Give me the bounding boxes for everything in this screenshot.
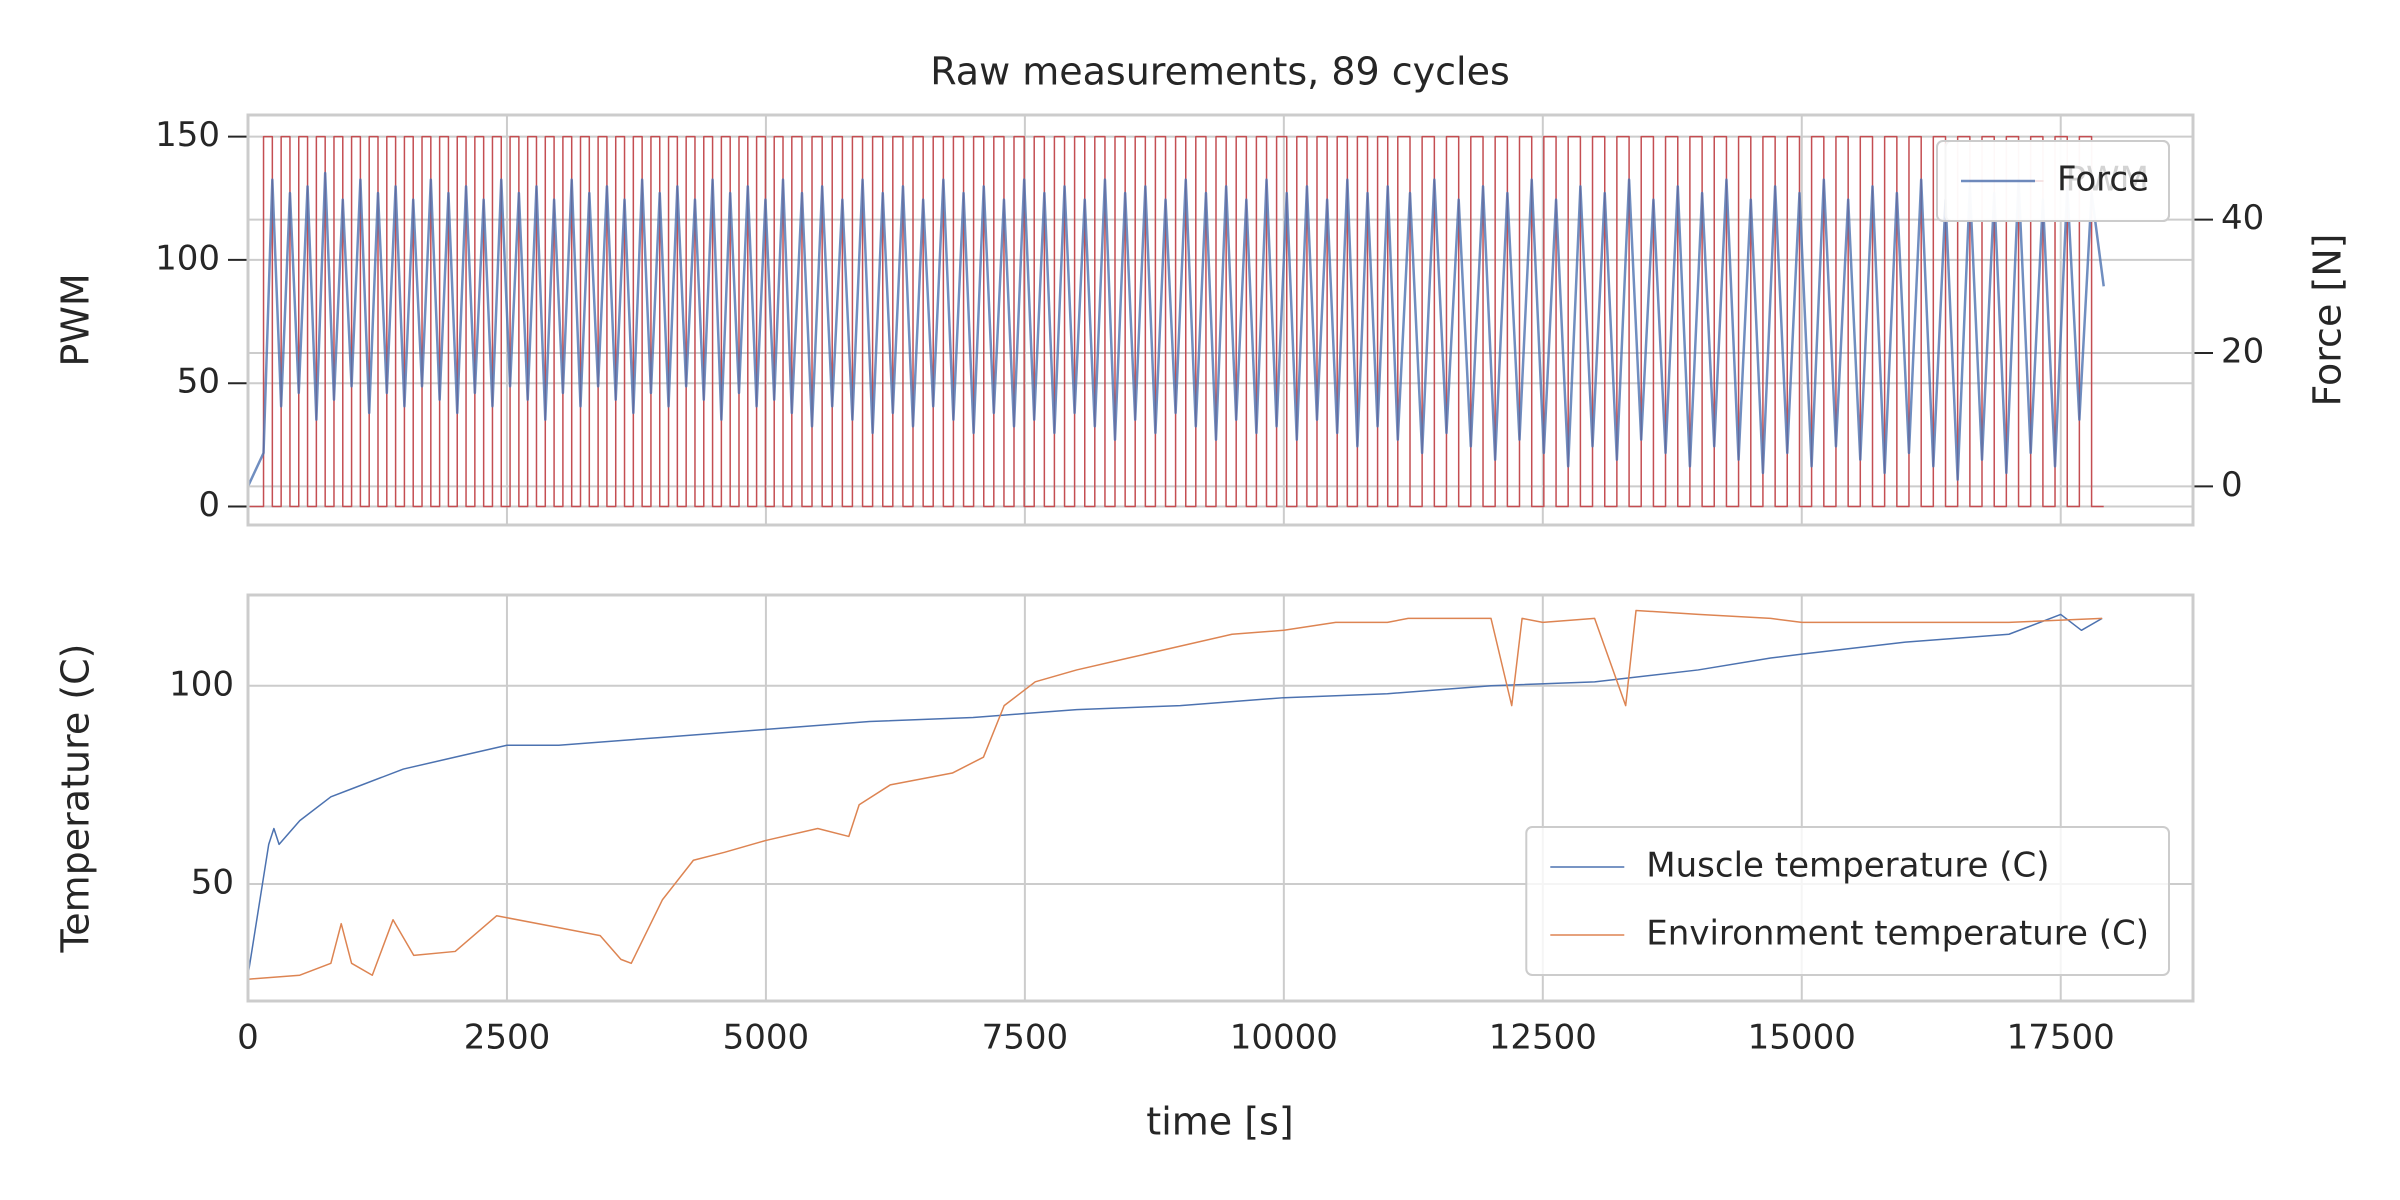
legend-label: Environment temperature (C) <box>1646 914 2149 954</box>
axes-frame <box>246 593 2195 1003</box>
legend: Force <box>1936 140 2170 222</box>
y-tick-label: 50 <box>191 863 234 903</box>
x-tick-label: 2500 <box>464 1018 551 1058</box>
x-tick-label: 7500 <box>982 1018 1069 1058</box>
y-tick-label: 50 <box>177 362 220 402</box>
y-tick-label: 100 <box>169 664 234 704</box>
axes: 0 50 100 150 0 20 40 <box>155 113 2264 527</box>
x-tick-label: 12500 <box>1489 1018 1597 1058</box>
data-line <box>248 135 2104 508</box>
axes-frame <box>246 113 2195 527</box>
legend-box <box>1525 826 2170 976</box>
legend: Muscle temperature (C) Environment temper… <box>1525 826 2170 976</box>
y-tick-label: 150 <box>155 115 220 155</box>
legend-label: Muscle temperature (C) <box>1646 846 2049 886</box>
chart-title: Raw measurements, 89 cycles <box>930 50 1510 94</box>
x-tick-label: 5000 <box>723 1018 810 1058</box>
data-line <box>248 171 2105 487</box>
y-axis-label: Temperature (C) <box>54 644 98 954</box>
data-line <box>248 609 2103 980</box>
x-axis-label: time [s] <box>1146 1100 1293 1144</box>
legend-box <box>1936 140 2170 222</box>
y-axis-label: PWM <box>54 273 98 366</box>
data-line <box>248 613 2103 976</box>
y2-axis-label: Force [N] <box>2306 234 2350 407</box>
y2-tick-label: 20 <box>2221 332 2264 372</box>
legend-label: Force <box>2057 160 2149 200</box>
y2-tick-label: 0 <box>2221 465 2243 505</box>
y2-tick-label: 40 <box>2221 198 2264 238</box>
x-tick-label: 10000 <box>1230 1018 1338 1058</box>
y-tick-label: 100 <box>155 238 220 278</box>
y-tick-label: 0 <box>198 485 220 525</box>
x-tick-label: 0 <box>237 1018 259 1058</box>
x-tick-label: 17500 <box>2007 1018 2115 1058</box>
x-tick-label: 15000 <box>1748 1018 1856 1058</box>
